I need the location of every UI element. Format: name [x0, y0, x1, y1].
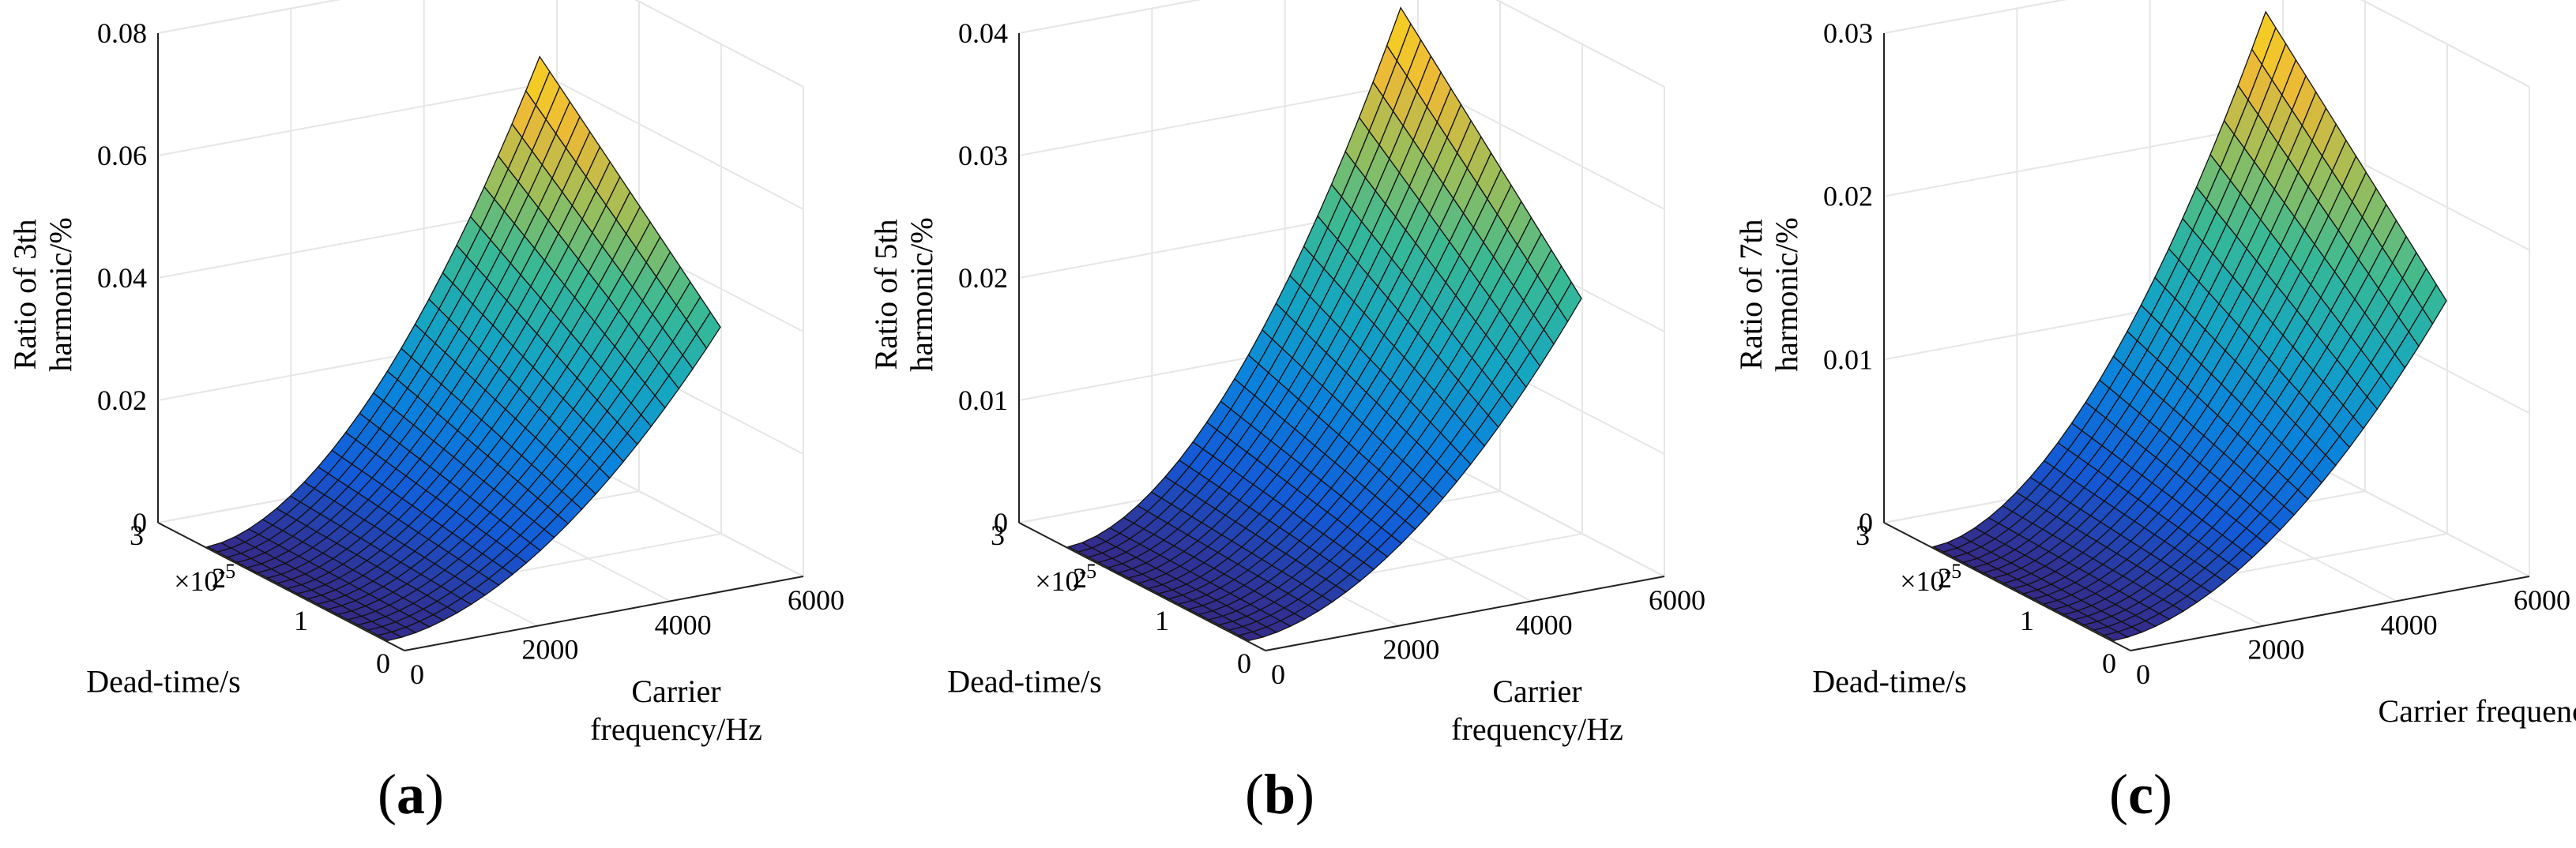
y-tick-label: 0	[376, 647, 390, 679]
z-tick-label: 0.03	[958, 140, 1008, 171]
x-axis-label: Carrier	[1492, 674, 1581, 709]
y-multiplier-base: ×10	[174, 565, 218, 597]
grid-line-z	[1018, 0, 1665, 88]
x-tick-label: 4000	[1516, 609, 1573, 640]
y-axis-label: Dead-time/s	[1812, 664, 1967, 700]
y-tick-label: 2	[212, 562, 226, 594]
z-tick-label: 0.08	[97, 17, 147, 49]
grid-line-z	[157, 0, 804, 88]
box-edge	[1883, 0, 2067, 34]
z-axis-label: harmonic/%	[904, 217, 939, 372]
panel-label-close-paren: )	[425, 763, 444, 826]
y-tick-label: 1	[1155, 605, 1169, 636]
y-multiplier-exponent: -5	[219, 560, 236, 583]
z-axis-label: Ratio of 3th	[7, 219, 43, 370]
panel-label-close-paren: )	[1296, 763, 1314, 826]
y-tick-label: 3	[991, 520, 1005, 551]
x-tick-label: 0	[2136, 659, 2150, 690]
x-axis-label: frequency/Hz	[590, 711, 762, 747]
y-axis-line	[157, 522, 405, 651]
z-tick-label: 0.02	[97, 385, 147, 416]
x-tick-label: 2000	[1382, 634, 1439, 666]
surface-patch	[2422, 283, 2447, 325]
y-tick-label: 0	[2102, 647, 2116, 679]
box-edge	[1018, 0, 1202, 34]
z-tick-label: 0.03	[1823, 17, 1873, 49]
y-multiplier-exponent: -5	[1945, 560, 1962, 583]
z-tick-label: 0	[1859, 507, 1873, 538]
chart-panel-b: 0200040006000012300.010.020.030.04×10-5D…	[868, 0, 1705, 826]
x-axis-label: Carrier	[631, 674, 720, 709]
z-tick-label: 0.01	[1823, 343, 1873, 375]
z-tick-label: 0.01	[958, 385, 1008, 416]
surface-patch	[696, 311, 721, 350]
surface	[1066, 6, 1582, 641]
z-tick-label: 0.02	[958, 262, 1008, 294]
y-tick-label: 3	[1856, 520, 1870, 551]
box-edge	[634, 0, 804, 88]
box-edge	[2360, 0, 2530, 88]
z-axis-label: harmonic/%	[1769, 217, 1804, 372]
panel-label-open-paren: (	[378, 763, 397, 826]
z-tick-label: 0.06	[97, 140, 147, 171]
z-tick-label: 0.04	[97, 262, 147, 294]
y-tick-label: 2	[1073, 562, 1087, 594]
x-tick-label: 6000	[1649, 584, 1705, 616]
z-tick-label: 0.04	[958, 17, 1008, 49]
x-tick-label: 4000	[655, 609, 712, 640]
y-axis-line	[1018, 522, 1266, 651]
y-multiplier: ×10-5	[174, 560, 235, 597]
y-axis-label: Dead-time/s	[86, 664, 241, 700]
y-multiplier: ×10-5	[1035, 560, 1096, 597]
x-axis-line	[1265, 576, 1665, 651]
panel-label-letter: c	[2128, 763, 2153, 826]
surface	[205, 55, 721, 641]
y-multiplier: ×10-5	[1900, 560, 1961, 597]
panel-label-letter: a	[397, 763, 425, 826]
x-tick-label: 2000	[521, 634, 578, 666]
panel-label: (b)	[1245, 763, 1314, 826]
chart-panel-a: 0200040006000012300.020.040.060.08×10-5D…	[7, 0, 844, 826]
y-tick-label: 0	[1237, 647, 1251, 679]
z-tick-label: 0.02	[1823, 181, 1873, 212]
panel-label-open-paren: (	[1245, 763, 1264, 826]
x-axis-line	[404, 576, 804, 651]
x-tick-label: 4000	[2381, 609, 2438, 640]
panel-label: (a)	[378, 763, 444, 826]
y-multiplier-exponent: -5	[1080, 560, 1097, 583]
surface-patch	[1557, 281, 1582, 323]
y-axis-line	[1883, 522, 2131, 651]
y-multiplier-base: ×10	[1035, 565, 1079, 597]
box-edge	[157, 0, 341, 34]
z-tick-label: 0	[133, 507, 147, 538]
grid-line-z	[1883, 0, 2530, 88]
y-axis-label: Dead-time/s	[947, 664, 1102, 700]
box-edge	[1495, 0, 1665, 88]
x-tick-label: 6000	[2514, 584, 2570, 616]
z-axis-label: Ratio of 5th	[868, 219, 904, 370]
x-tick-label: 2000	[2247, 634, 2304, 666]
x-axis-label: Carrier frequency/Hz	[2379, 693, 2576, 729]
x-tick-label: 6000	[788, 584, 844, 616]
surface	[1931, 10, 2447, 641]
panel-label-open-paren: (	[2109, 763, 2128, 826]
z-tick-label: 0	[994, 507, 1008, 538]
panel-label: (c)	[2109, 763, 2172, 826]
x-axis-label: frequency/Hz	[1451, 711, 1623, 747]
x-tick-label: 0	[1271, 659, 1285, 690]
z-axis-label: harmonic/%	[43, 217, 78, 372]
y-tick-label: 1	[2020, 605, 2034, 636]
y-multiplier-base: ×10	[1900, 565, 1944, 597]
chart-panel-c: 0200040006000012300.010.020.03×10-5Dead-…	[1733, 0, 2576, 826]
y-tick-label: 3	[130, 520, 144, 551]
x-tick-label: 0	[410, 659, 424, 690]
y-tick-label: 1	[294, 605, 308, 636]
grid-line-z	[157, 80, 804, 210]
z-axis-label: Ratio of 7th	[1733, 219, 1769, 370]
y-tick-label: 2	[1938, 562, 1952, 594]
x-axis-line	[2130, 576, 2530, 651]
panel-label-letter: b	[1264, 763, 1296, 826]
panel-label-close-paren: )	[2153, 763, 2172, 826]
